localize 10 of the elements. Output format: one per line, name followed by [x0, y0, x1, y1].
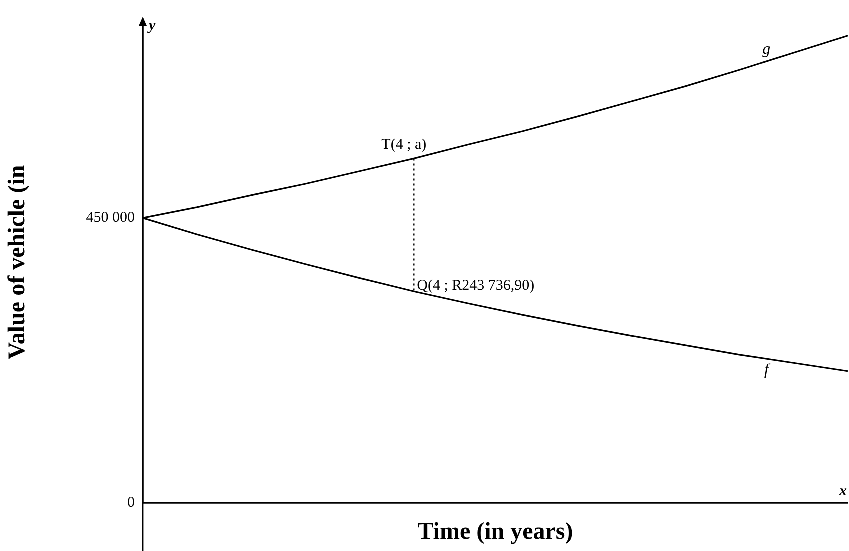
annotation: Q(4 ; R243 736,90) [417, 278, 535, 294]
x-axis-title: Time (in years) [418, 518, 574, 545]
y-tick-label: 450 000 [86, 210, 135, 226]
annotation: x [838, 483, 848, 500]
series-label: g [762, 40, 771, 58]
y-axis-title: Value of vehicle (in [4, 165, 31, 360]
series-label: f [764, 362, 772, 380]
annotation: T(4 ; a) [382, 137, 427, 154]
annotation: y [147, 18, 156, 34]
y-tick-label: 0 [128, 494, 135, 511]
